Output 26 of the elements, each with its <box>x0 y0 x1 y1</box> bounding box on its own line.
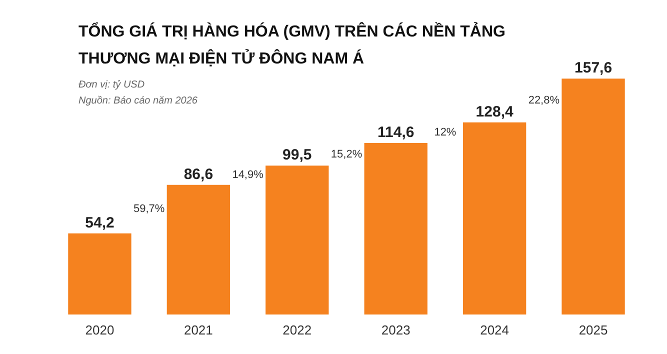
bar <box>364 142 428 314</box>
bar <box>166 184 230 314</box>
bar <box>266 166 329 314</box>
data-label: 54,2 <box>85 214 114 232</box>
annotation: Nguồn: Báo cáo năm 2026 <box>78 96 198 106</box>
x-tick-label: 2023 <box>381 322 410 338</box>
x-tick-label: 2024 <box>480 322 510 338</box>
data-label: 99,5 <box>282 146 312 164</box>
annotation: 14,9% <box>232 169 264 182</box>
bar <box>562 78 625 314</box>
chart-subtitle: Đơn vị: tỷ USD <box>78 80 145 90</box>
annotation: 59,7% <box>133 203 165 216</box>
x-tick-label: 2025 <box>578 322 608 338</box>
chart-title: TỔNG GIÁ TRỊ HÀNG HÓA (GMV) TRÊN CÁC NỀN TẢNG THƯƠNG MẠI ĐIỆN TỬ ĐÔNG NAM Á <box>78 22 506 68</box>
data-label: 157,6 <box>574 60 612 77</box>
bar <box>68 233 132 314</box>
annotation: 12% <box>434 126 456 139</box>
data-label: 86,6 <box>184 166 214 183</box>
data-label: 114,6 <box>378 124 414 141</box>
data-label: 128,4 <box>476 103 514 120</box>
x-tick-label: 2021 <box>184 322 213 338</box>
annotation: 15,2% <box>330 148 362 160</box>
bar <box>462 122 526 314</box>
annotation: 22,8% <box>528 94 560 106</box>
x-tick-label: 2022 <box>282 322 312 338</box>
x-tick-label: 2020 <box>85 322 114 338</box>
